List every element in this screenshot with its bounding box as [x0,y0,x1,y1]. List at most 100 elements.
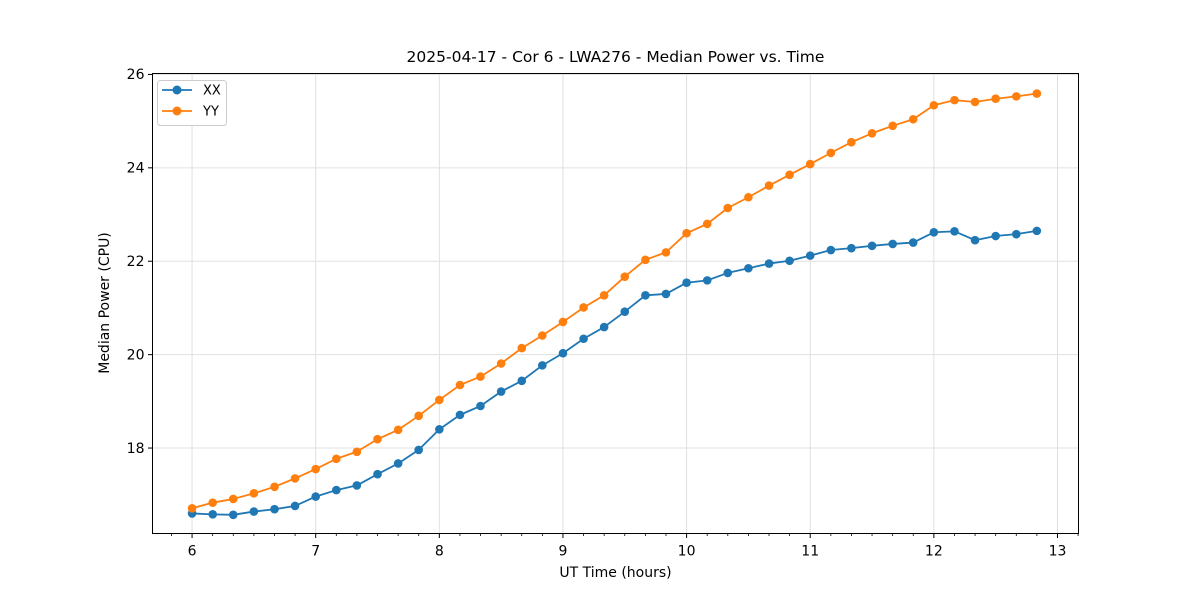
data-point [393,459,403,468]
y-tick-label: 18 [127,441,145,457]
chart-title: 2025-04-17 - Cor 6 - LWA276 - Median Pow… [407,48,825,66]
x-tick-label: 6 [188,544,197,560]
data-point [311,464,320,474]
data-point [352,447,362,457]
data-point [991,94,1000,104]
data-point [538,361,547,370]
x-tick-label: 12 [925,544,943,560]
data-point [682,278,691,288]
data-point [867,241,877,251]
series-line-xx [191,229,1038,516]
data-point [723,268,733,278]
data-point [908,114,918,124]
data-point [950,227,959,236]
data-point [187,503,197,513]
series-xx [187,226,1042,520]
data-point [929,227,939,237]
data-point [682,228,691,238]
series-line-yy [191,92,1038,510]
y-axis-label: Median Power (CPU) [97,232,113,374]
axis-ticks [148,73,1079,538]
series-yy [187,89,1042,513]
data-point [208,498,218,507]
legend-marker-xx [172,85,182,95]
plot-frame [152,73,1079,534]
data-point [455,380,465,390]
data-point [764,181,774,190]
data-point [435,425,444,434]
data-point [620,307,630,316]
data-point [744,192,753,202]
data-point [290,501,300,511]
data-point [847,243,856,253]
data-point [558,348,568,358]
data-point [599,291,609,300]
legend-label-yy: YY [202,105,219,120]
x-tick-label: 7 [311,544,320,560]
data-point [496,359,506,368]
data-point [517,343,527,353]
data-point [1032,226,1042,236]
x-tick-label: 10 [678,544,696,560]
data-point [496,387,506,396]
data-point [517,376,527,386]
data-point [641,291,650,300]
data-point [970,235,980,245]
y-tick-label: 20 [127,347,145,363]
data-point [826,245,836,255]
data-point [785,170,794,180]
data-point [414,411,423,421]
data-point [867,128,877,138]
data-point [970,97,980,107]
data-point [908,238,918,247]
data-point [991,231,1000,241]
data-point [805,251,815,260]
data-point [641,255,650,265]
tick-labels: 6 7 8 9 10 11 12 13 18 20 22 24 26 [127,67,1067,559]
data-point [805,159,815,169]
data-point [661,248,671,257]
data-point [228,510,238,520]
data-point [476,401,485,411]
data-point [579,303,588,312]
data-point [208,510,218,519]
data-point [888,121,897,131]
data-point [579,334,588,344]
x-tick-label: 11 [801,544,819,560]
data-point [249,507,259,516]
data-point [785,256,794,266]
data-point [702,276,712,285]
data-point [435,395,444,405]
x-axis-label: UT Time (hours) [559,565,671,581]
x-tick-label: 9 [558,544,567,560]
data-point [270,482,279,492]
data-point [950,95,959,105]
y-tick-label: 24 [127,161,145,177]
data-point [414,445,423,455]
data-point [249,489,259,498]
data-point [393,425,403,435]
x-tick-label: 8 [435,544,444,560]
data-point [332,454,341,464]
data-point [826,148,836,158]
data-point [290,474,300,483]
data-point [764,259,774,268]
y-tick-label: 22 [127,254,145,270]
data-point [888,239,897,249]
data-point [620,272,630,281]
data-point [373,434,382,444]
data-point [1032,89,1042,98]
data-point [538,331,547,340]
data-point [1012,229,1021,239]
data-point [455,410,465,420]
legend-marker-yy [172,106,182,116]
data-series [187,89,1042,520]
data-point [929,100,939,110]
data-point [702,219,712,229]
data-point [311,492,320,501]
data-point [558,317,568,327]
data-point [228,494,238,504]
data-point [270,504,279,514]
